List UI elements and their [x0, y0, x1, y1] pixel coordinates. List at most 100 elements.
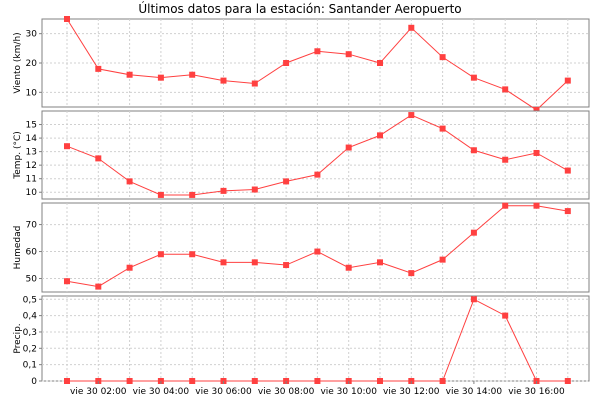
- data-point: [283, 60, 290, 66]
- data-point: [314, 171, 321, 178]
- y-axis-label: Temp. (°C): [13, 131, 23, 180]
- data-point: [64, 378, 70, 384]
- panel-4: 0 0,1 0,2 0,3 0,4 0,5 Precip.: [13, 295, 590, 387]
- data-point: [220, 77, 227, 84]
- y-tick-label: 70: [26, 221, 38, 231]
- data-point: [439, 125, 446, 132]
- y-tick-label: 14: [26, 134, 38, 144]
- data-point: [439, 378, 446, 384]
- data-point: [470, 74, 477, 81]
- data-point: [408, 24, 415, 31]
- data-point: [564, 167, 571, 174]
- data-point: [377, 259, 383, 266]
- x-axis: vie 30 02:00 vie 30 04:00 vie 30 06:00 vie …: [70, 381, 565, 397]
- data-point: [95, 65, 102, 72]
- data-point: [345, 51, 352, 58]
- data-point: [408, 270, 415, 277]
- data-point: [345, 144, 352, 151]
- y-axis-label: Precip.: [13, 323, 23, 353]
- data-point: [439, 54, 446, 61]
- y-tick-label: 30: [26, 30, 38, 40]
- y-tick-label: 0,3: [23, 328, 37, 338]
- y-tick-label: 0,5: [23, 295, 37, 305]
- x-tick-label: vie 30 12:00: [383, 387, 440, 397]
- data-point: [533, 202, 540, 209]
- data-point: [470, 296, 477, 303]
- data-point: [314, 378, 321, 384]
- data-point: [564, 378, 571, 384]
- data-point: [314, 48, 321, 55]
- x-tick-label: vie 30 14:00: [446, 387, 503, 397]
- y-tick-label: 60: [26, 248, 38, 258]
- y-tick-label: 15: [26, 121, 37, 131]
- data-point: [408, 112, 415, 119]
- data-point: [64, 143, 70, 150]
- data-point: [439, 256, 446, 263]
- data-point: [502, 312, 509, 319]
- data-point: [126, 264, 133, 271]
- data-point: [157, 251, 164, 258]
- y-tick-label: 10: [26, 188, 38, 198]
- data-point: [64, 16, 70, 22]
- data-point: [251, 186, 258, 193]
- data-point: [314, 248, 321, 255]
- y-tick-label: 12: [26, 161, 37, 171]
- data-point: [470, 147, 477, 154]
- data-point: [220, 259, 227, 266]
- y-tick-label: 10: [26, 88, 38, 98]
- data-point: [189, 191, 196, 198]
- x-tick-label: vie 30 06:00: [195, 387, 252, 397]
- x-tick-label: vie 30 04:00: [133, 387, 190, 397]
- data-point: [126, 378, 133, 384]
- data-point: [251, 80, 258, 87]
- data-point: [470, 229, 477, 236]
- data-point: [95, 283, 102, 290]
- panel-frame: [41, 110, 590, 200]
- y-tick-label: 0: [31, 377, 37, 387]
- y-tick-label: 11: [26, 175, 37, 185]
- data-point: [533, 149, 540, 156]
- y-tick-label: 0,4: [23, 312, 38, 322]
- data-point: [64, 278, 70, 285]
- x-tick-label: vie 30 08:00: [258, 387, 315, 397]
- y-axis-label: Humedad: [13, 226, 23, 270]
- data-point: [564, 77, 571, 84]
- x-tick-label: vie 30 10:00: [320, 387, 377, 397]
- y-axis-label: Viento (km/h): [13, 32, 23, 93]
- y-tick-label: 0,2: [23, 344, 37, 354]
- data-point: [251, 259, 258, 266]
- data-point: [533, 106, 540, 113]
- data-point: [377, 132, 383, 139]
- data-point: [502, 86, 509, 93]
- data-point: [189, 378, 196, 384]
- data-point: [377, 378, 383, 384]
- y-tick-label: 13: [26, 148, 37, 158]
- panel-frame: [41, 202, 590, 293]
- data-point: [157, 74, 164, 81]
- data-point: [126, 178, 133, 185]
- data-point: [189, 71, 196, 78]
- x-tick-label: vie 30 02:00: [70, 387, 127, 397]
- data-point: [283, 262, 290, 269]
- data-point: [564, 208, 571, 215]
- data-point: [126, 71, 133, 78]
- panel-frame: [41, 295, 590, 382]
- data-point: [251, 378, 258, 384]
- data-point: [220, 187, 227, 194]
- y-tick-label: 0,1: [23, 361, 37, 371]
- y-tick-label: 50: [26, 275, 38, 285]
- y-tick-label: 20: [26, 59, 38, 69]
- x-tick-label: vie 30 16:00: [508, 387, 565, 397]
- data-point: [377, 60, 383, 66]
- data-point: [345, 264, 352, 271]
- data-point: [157, 191, 164, 198]
- chart-title: Últimos datos para la estación: Santande…: [138, 1, 461, 16]
- data-point: [502, 156, 509, 163]
- data-point: [189, 251, 196, 258]
- data-point: [283, 178, 290, 185]
